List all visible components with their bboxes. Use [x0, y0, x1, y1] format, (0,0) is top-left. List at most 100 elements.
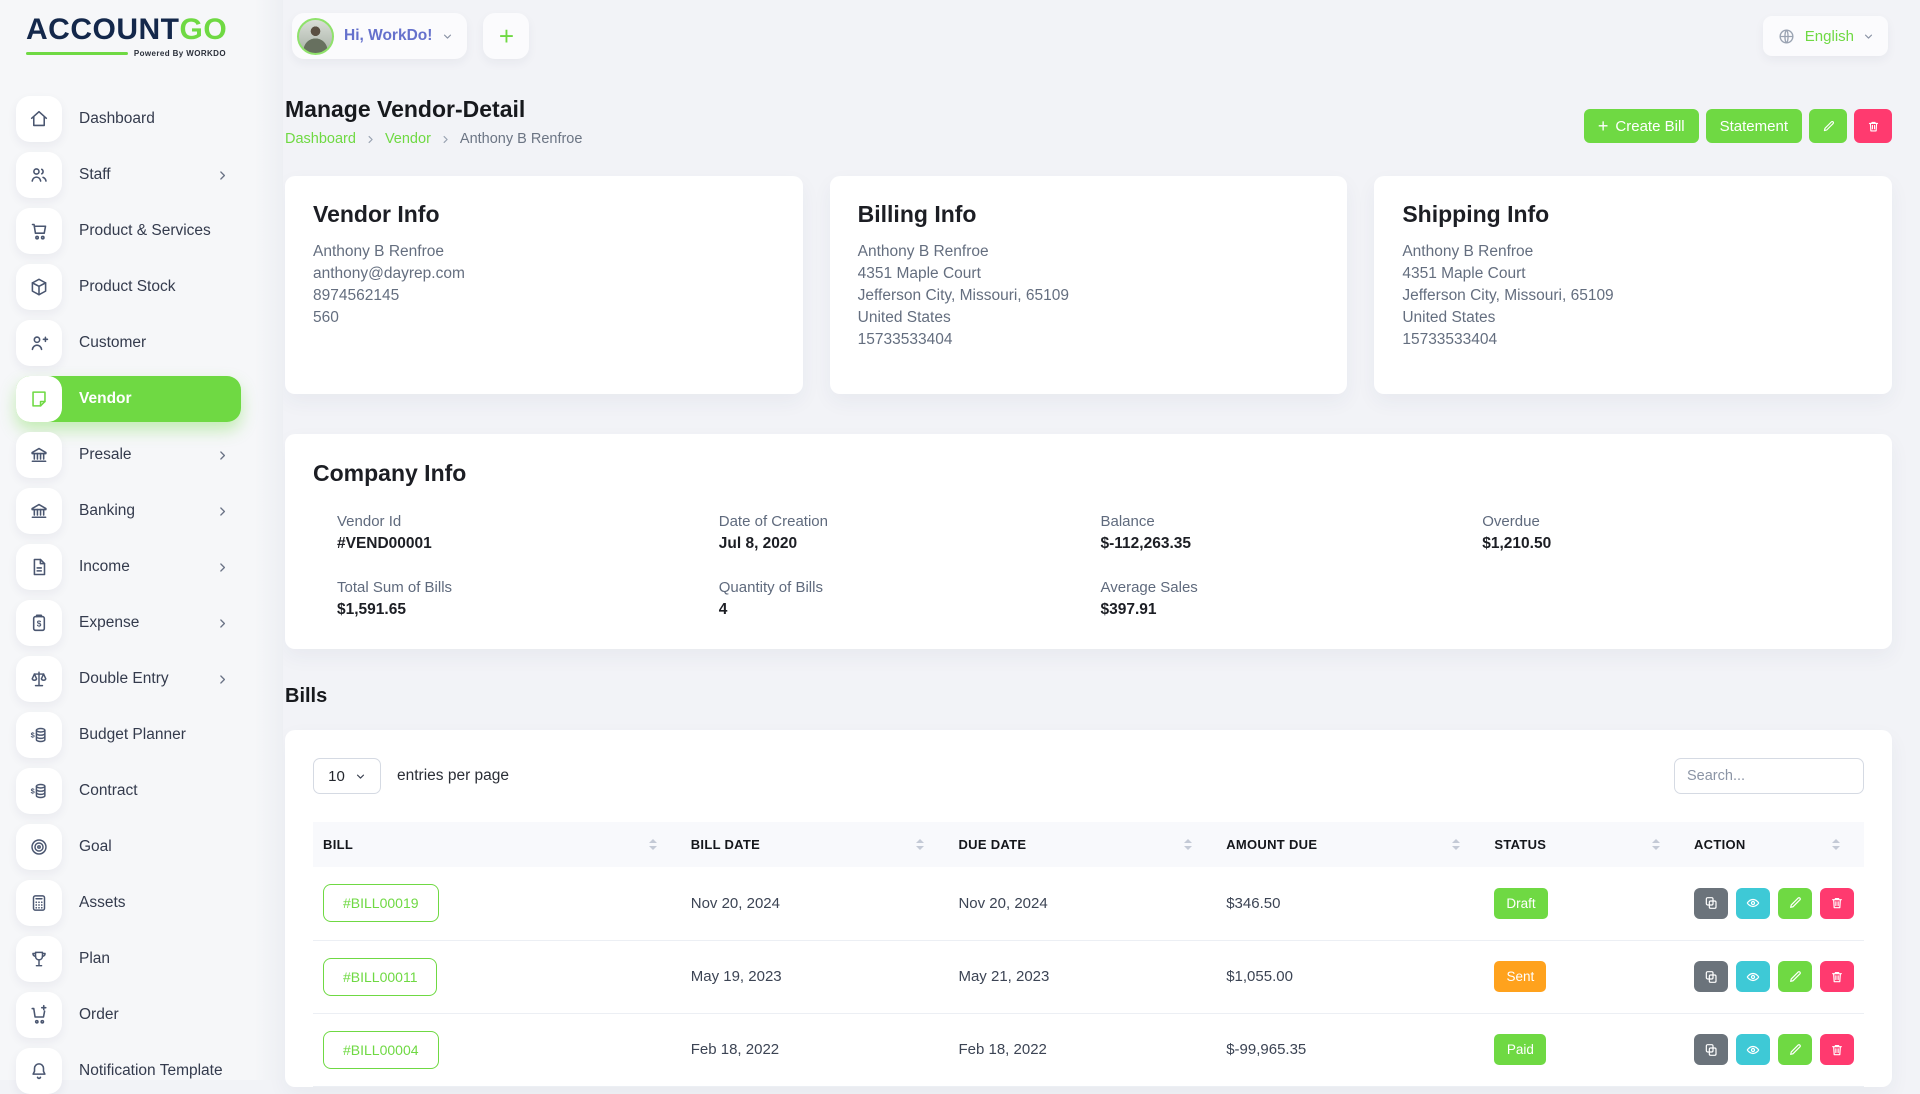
main-content: Manage Vendor-Detail Dashboard Vendor An… — [283, 0, 1920, 1080]
entries-per-page-select[interactable]: 10 — [313, 758, 381, 794]
status-badge: Sent — [1494, 961, 1546, 992]
scales-icon — [16, 656, 62, 702]
duplicate-button[interactable] — [1694, 961, 1728, 992]
breadcrumb-dashboard[interactable]: Dashboard — [285, 131, 356, 147]
column-header-status[interactable]: STATUS — [1484, 822, 1684, 867]
column-header-due-date[interactable]: DUE DATE — [948, 822, 1216, 867]
sidebar-item-product-stock[interactable]: Product Stock — [16, 264, 241, 310]
search-input[interactable] — [1674, 758, 1864, 794]
column-header-bill-date[interactable]: BILL DATE — [681, 822, 949, 867]
company-info-card: Company Info Vendor Id #VEND00001 Date o… — [285, 434, 1892, 649]
cube-icon — [16, 264, 62, 310]
sort-icon — [916, 839, 924, 850]
view-button[interactable] — [1736, 888, 1770, 919]
statement-button[interactable]: Statement — [1706, 109, 1802, 143]
status-badge: Paid — [1494, 1034, 1546, 1065]
view-button[interactable] — [1736, 1034, 1770, 1065]
bank-icon — [16, 488, 62, 534]
edit-button[interactable] — [1778, 961, 1812, 992]
sidebar-item-banking[interactable]: Banking — [16, 488, 241, 534]
sidebar-item-label: Product Stock — [79, 278, 176, 296]
entries-per-page-label: entries per page — [397, 767, 509, 785]
sidebar-item-assets[interactable]: Assets — [16, 880, 241, 926]
edit-button[interactable] — [1778, 888, 1812, 919]
sidebar-item-label: Presale — [79, 446, 132, 464]
sidebar-item-order[interactable]: Order — [16, 992, 241, 1038]
sidebar-item-label: Product & Services — [79, 222, 211, 240]
home-icon — [16, 96, 62, 142]
edit-button[interactable] — [1778, 1034, 1812, 1065]
chevron-down-icon — [1863, 31, 1874, 42]
edit-vendor-button[interactable] — [1809, 109, 1847, 143]
app-logo: ACCOUNTGO Powered By WORKDO — [26, 15, 226, 58]
sidebar-item-vendor[interactable]: Vendor — [16, 376, 241, 422]
sidebar-item-presale[interactable]: Presale — [16, 432, 241, 478]
shipping-info-card: Shipping Info Anthony B Renfroe 4351 Map… — [1374, 176, 1892, 394]
pencil-icon — [1787, 895, 1803, 911]
sidebar-item-staff[interactable]: Staff — [16, 152, 241, 198]
sidebar-item-contract[interactable]: $ Contract — [16, 768, 241, 814]
delete-button[interactable] — [1820, 888, 1854, 919]
bell-icon — [16, 1048, 62, 1094]
due-date-cell: May 21, 2023 — [948, 940, 1216, 1013]
quick-add-button[interactable]: + — [483, 13, 529, 59]
due-date-cell: Feb 18, 2022 — [948, 1013, 1216, 1086]
field-overdue: Overdue $1,210.50 — [1482, 513, 1864, 553]
amount-due-cell: $-99,965.35 — [1216, 1013, 1484, 1086]
sidebar-item-label: Customer — [79, 334, 146, 352]
sidebar-item-goal[interactable]: Goal — [16, 824, 241, 870]
sidebar-item-income[interactable]: Income — [16, 544, 241, 590]
duplicate-button[interactable] — [1694, 888, 1728, 919]
sort-icon — [649, 839, 657, 850]
user-menu[interactable]: Hi, WorkDo! — [292, 13, 467, 59]
table-row: #BILL00011 May 19, 2023 May 21, 2023 $1,… — [313, 940, 1864, 1013]
column-header-amount-due[interactable]: AMOUNT DUE — [1216, 822, 1484, 867]
sidebar-item-double-entry[interactable]: Double Entry — [16, 656, 241, 702]
billing-city: Jefferson City, Missouri, 65109 — [858, 285, 1320, 307]
bill-link[interactable]: #BILL00011 — [323, 958, 437, 996]
chevron-right-icon — [216, 617, 229, 630]
sidebar-item-product-services[interactable]: Product & Services — [16, 208, 241, 254]
logo-tagline: Powered By WORKDO — [134, 49, 226, 58]
copy-icon — [1703, 1042, 1719, 1058]
chevron-right-icon — [216, 449, 229, 462]
bills-card: 10 entries per page BILL BILL DATE DUE D… — [285, 730, 1892, 1087]
breadcrumb-current: Anthony B Renfroe — [460, 131, 583, 147]
delete-button[interactable] — [1820, 1034, 1854, 1065]
eye-icon — [1745, 969, 1761, 985]
create-bill-button[interactable]: + Create Bill — [1584, 109, 1699, 143]
sidebar-item-customer[interactable]: Customer — [16, 320, 241, 366]
bill-link[interactable]: #BILL00004 — [323, 1031, 439, 1069]
sidebar-item-notification-template[interactable]: Notification Template — [16, 1048, 241, 1094]
field-balance: Balance $-112,263.35 — [1101, 513, 1483, 553]
amount-due-cell: $1,055.00 — [1216, 940, 1484, 1013]
info-cards-row: Vendor Info Anthony B Renfroe anthony@da… — [285, 176, 1892, 394]
sidebar-item-expense[interactable]: $ Expense — [16, 600, 241, 646]
delete-vendor-button[interactable] — [1854, 109, 1892, 143]
calculator-icon — [16, 880, 62, 926]
topbar: ACCOUNTGO Powered By WORKDO Hi, WorkDo! … — [0, 0, 1920, 72]
bill-link[interactable]: #BILL00019 — [323, 884, 439, 922]
view-button[interactable] — [1736, 961, 1770, 992]
column-header-bill[interactable]: BILL — [313, 822, 681, 867]
field-average-sales: Average Sales $397.91 — [1101, 579, 1483, 619]
column-header-action[interactable]: ACTION — [1684, 822, 1864, 867]
sidebar-item-dashboard[interactable]: Dashboard — [16, 96, 241, 142]
cart-icon — [16, 208, 62, 254]
sidebar-item-label: Dashboard — [79, 110, 155, 128]
svg-text:$: $ — [31, 730, 35, 739]
sidebar-item-plan[interactable]: Plan — [16, 936, 241, 982]
vendor-phone: 8974562145 — [313, 285, 775, 307]
user-plus-icon — [16, 320, 62, 366]
sidebar-item-label: Budget Planner — [79, 726, 186, 744]
breadcrumb-vendor[interactable]: Vendor — [385, 131, 431, 147]
trash-icon — [1829, 895, 1845, 911]
delete-button[interactable] — [1820, 961, 1854, 992]
duplicate-button[interactable] — [1694, 1034, 1728, 1065]
field-quantity-of-bills: Quantity of Bills 4 — [719, 579, 1101, 619]
sidebar-item-label: Double Entry — [79, 670, 169, 688]
sidebar-item-label: Assets — [79, 894, 126, 912]
language-selector[interactable]: English — [1763, 16, 1888, 56]
sidebar-item-budget-planner[interactable]: $ Budget Planner — [16, 712, 241, 758]
sidebar-item-label: Staff — [79, 166, 111, 184]
